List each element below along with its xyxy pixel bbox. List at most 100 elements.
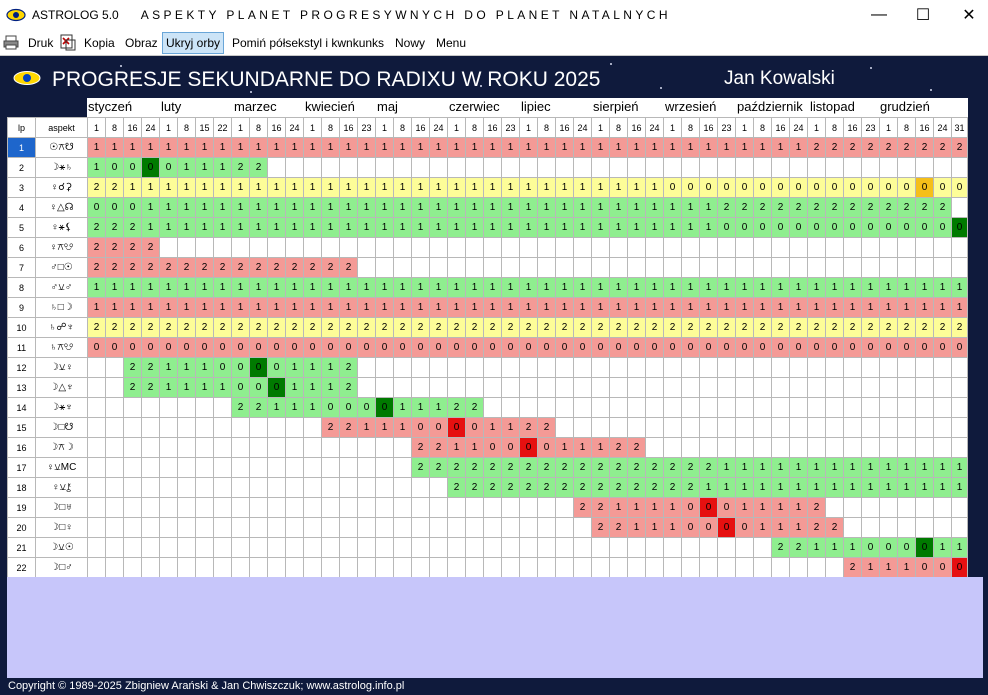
aspect-cell: 2 (321, 417, 340, 438)
aspect-cell: 1 (897, 297, 916, 318)
aspect-cell: 2 (951, 317, 968, 338)
empty-cell (249, 477, 268, 498)
new-button[interactable]: Nowy (395, 36, 426, 50)
aspect-row[interactable]: 9 ♄□☽ 1 1 1 1 1 1 1 1 1 1 1 1 1 1 1 1 1 1 1 1 1 1 1 1 1 1 1 1 1 1 1 1 1 1 1 1… (7, 297, 968, 318)
empty-cell (663, 397, 682, 418)
aspect-row[interactable]: 18 ♀⚺⚷ 2 2 2 2 2 2 2 2 2 2 2 2 2 2 1 1 1 1 1 1 1 1 1 1 1 1 1 1 1 (7, 477, 968, 498)
empty-cell (609, 377, 628, 398)
empty-cell (789, 357, 808, 378)
maximize-icon[interactable]: ☐ (915, 7, 931, 24)
aspect-row[interactable]: 20 ☽□♀ 2 2 1 1 1 0 0 0 0 1 1 1 2 2 (7, 517, 968, 538)
empty-cell (195, 557, 214, 578)
aspect-row[interactable]: 19 ☽□♅ 2 2 1 1 1 1 0 0 0 1 1 1 1 2 (7, 497, 968, 518)
skip-semisextile-button[interactable]: Pomiń półsekstyl i kwnkunks (232, 36, 385, 50)
aspect-cell: 1 (555, 217, 574, 238)
aspect-row[interactable]: 21 ☽⚺☉ 2 2 1 1 1 0 0 0 0 1 1 (7, 537, 968, 558)
empty-cell (789, 237, 808, 258)
empty-cell (177, 537, 196, 558)
aspect-row[interactable]: 17 ♀⚺MC 2 2 2 2 2 2 2 2 2 2 2 2 2 2 2 2 2 1 1 1 1 1 1 1 1 1 1 1 1 1 1 (7, 457, 968, 478)
aspect-cell: 2 (879, 197, 898, 218)
aspect-cell: 1 (573, 137, 592, 158)
aspect-cell: 1 (591, 217, 610, 238)
aspect-row[interactable]: 12 ☽⚺♀ 2 2 1 1 1 0 0 0 0 1 1 1 2 (7, 357, 968, 378)
aspect-cell: 1 (393, 397, 412, 418)
print-button[interactable]: Druk (28, 36, 54, 50)
aspect-cell: 1 (195, 277, 214, 298)
aspect-symbol: ☽⚺♀ (35, 357, 88, 378)
empty-cell (573, 237, 592, 258)
image-button[interactable]: Obraz (125, 36, 158, 50)
empty-cell (177, 557, 196, 578)
aspect-cell: 0 (753, 337, 772, 358)
empty-cell (465, 517, 484, 538)
empty-cell (573, 257, 592, 278)
hide-orbs-button[interactable]: Ukryj orby (162, 32, 225, 54)
copy-icon[interactable] (60, 34, 77, 51)
aspect-row[interactable]: 5 ♀⚹⚸ 2 2 2 1 1 1 1 1 1 1 1 1 1 1 1 1 1 1 1 1 1 1 1 1 1 1 1 1 1 1 1 1 1 1 1 0… (7, 217, 968, 238)
aspect-row[interactable]: 22 ☽□♂ 2 1 1 1 0 0 0 (7, 557, 968, 578)
day-header: 8 (825, 117, 844, 138)
aspect-cell: 1 (195, 377, 214, 398)
day-header: 23 (861, 117, 880, 138)
empty-cell (339, 157, 358, 178)
close-icon[interactable]: ✕ (962, 7, 976, 24)
copy-button[interactable]: Kopia (84, 36, 115, 50)
empty-cell (555, 557, 574, 578)
aspect-cell: 2 (825, 317, 844, 338)
empty-cell (681, 417, 700, 438)
empty-cell (105, 517, 124, 538)
empty-cell (573, 557, 592, 578)
empty-cell (483, 537, 502, 558)
aspect-row[interactable]: 2 ☽⚹♄ 1 0 0 0 0 1 1 1 2 2 (7, 157, 968, 178)
aspect-row[interactable]: 15 ☽□☋ 2 2 1 1 1 0 0 0 0 1 1 2 2 (7, 417, 968, 438)
aspect-row[interactable]: 3 ♀☌⚳ 2 2 1 1 1 1 1 1 1 1 1 1 1 1 1 1 1 1 1 1 1 1 1 1 1 1 1 1 1 1 1 1 0 0 0 0… (7, 177, 968, 198)
aspect-cell: 1 (933, 457, 952, 478)
empty-cell (609, 557, 628, 578)
aspect-symbol: ♄☍♆ (35, 317, 88, 338)
aspect-row[interactable]: 13 ☽△♆ 2 2 1 1 1 1 0 0 0 1 1 1 2 (7, 377, 968, 398)
aspect-cell: 0 (285, 337, 304, 358)
aspect-cell: 2 (861, 137, 880, 158)
aspect-cell: 1 (897, 277, 916, 298)
empty-cell (573, 157, 592, 178)
aspect-row[interactable]: 14 ☽⚹♆ 2 2 1 1 1 0 0 0 0 1 1 1 2 2 (7, 397, 968, 418)
aspect-row[interactable]: 6 ♀⚻☋ 2 2 2 2 (7, 237, 968, 258)
empty-cell (861, 417, 880, 438)
aspect-row[interactable]: 7 ♂□☉ 2 2 2 2 2 2 2 2 2 2 2 2 2 2 2 (7, 257, 968, 278)
empty-cell (897, 397, 916, 418)
minimize-icon[interactable]: — (871, 6, 887, 23)
aspect-cell: 1 (177, 157, 196, 178)
empty-cell (321, 437, 340, 458)
aspect-row[interactable]: 16 ☽⚻☽ 2 2 1 1 0 0 0 0 1 1 1 2 2 (7, 437, 968, 458)
empty-cell (645, 257, 664, 278)
empty-cell (303, 237, 322, 258)
empty-cell (519, 157, 538, 178)
aspect-cell: 0 (105, 157, 124, 178)
empty-cell (267, 437, 286, 458)
app-name: ASTROLOG 5.0 (32, 8, 119, 22)
empty-cell (807, 237, 826, 258)
aspect-row[interactable]: 10 ♄☍♆ 2 2 2 2 2 2 2 2 2 2 2 2 2 2 2 2 2 2 2 2 2 2 2 2 2 2 2 2 2 2 2 2 2 2 2… (7, 317, 968, 338)
aspect-cell: 1 (555, 137, 574, 158)
aspect-cell: 2 (483, 477, 502, 498)
aspect-cell: 1 (627, 497, 646, 518)
aspect-row[interactable]: 11 ♄⚻☋ 0 0 0 0 0 0 0 0 0 0 0 0 0 0 0 0 0 0 0 0 0 0 0 0 0 0 0 0 0 0 0 0 0 0 0… (7, 337, 968, 358)
day-header: 16 (771, 117, 790, 138)
menu-button[interactable]: Menu (436, 36, 467, 50)
empty-cell (411, 517, 430, 538)
aspect-cell: 2 (213, 257, 232, 278)
aspect-cell: 1 (231, 137, 250, 158)
aspect-cell: 1 (321, 197, 340, 218)
aspect-cell: 0 (159, 337, 178, 358)
aspect-symbol: ♀⚻☋ (35, 237, 88, 258)
aspect-row[interactable]: 1 ☉⚻☋ 1 1 1 1 1 1 1 1 1 1 1 1 1 1 1 1 1 1 1 1 1 1 1 1 1 1 1 1 1 1 1 1 1 1 1 1… (7, 137, 968, 158)
printer-icon[interactable] (3, 35, 19, 50)
aspect-cell: 0 (357, 337, 376, 358)
aspect-row[interactable]: 8 ♂⚺♂ 1 1 1 1 1 1 1 1 1 1 1 1 1 1 1 1 1 1 1 1 1 1 1 1 1 1 1 1 1 1 1 1 1 1 1 1… (7, 277, 968, 298)
aspect-cell: 1 (681, 137, 700, 158)
empty-cell (717, 417, 736, 438)
empty-cell (393, 237, 412, 258)
aspect-cell: 0 (213, 337, 232, 358)
aspect-row[interactable]: 4 ♀△☊ 0 0 0 1 1 1 1 1 1 1 1 1 1 1 1 1 1 1 1 1 1 1 1 1 1 1 1 1 1 1 1 1 1 1 1 2… (7, 197, 968, 218)
aspect-cell: 1 (141, 137, 160, 158)
